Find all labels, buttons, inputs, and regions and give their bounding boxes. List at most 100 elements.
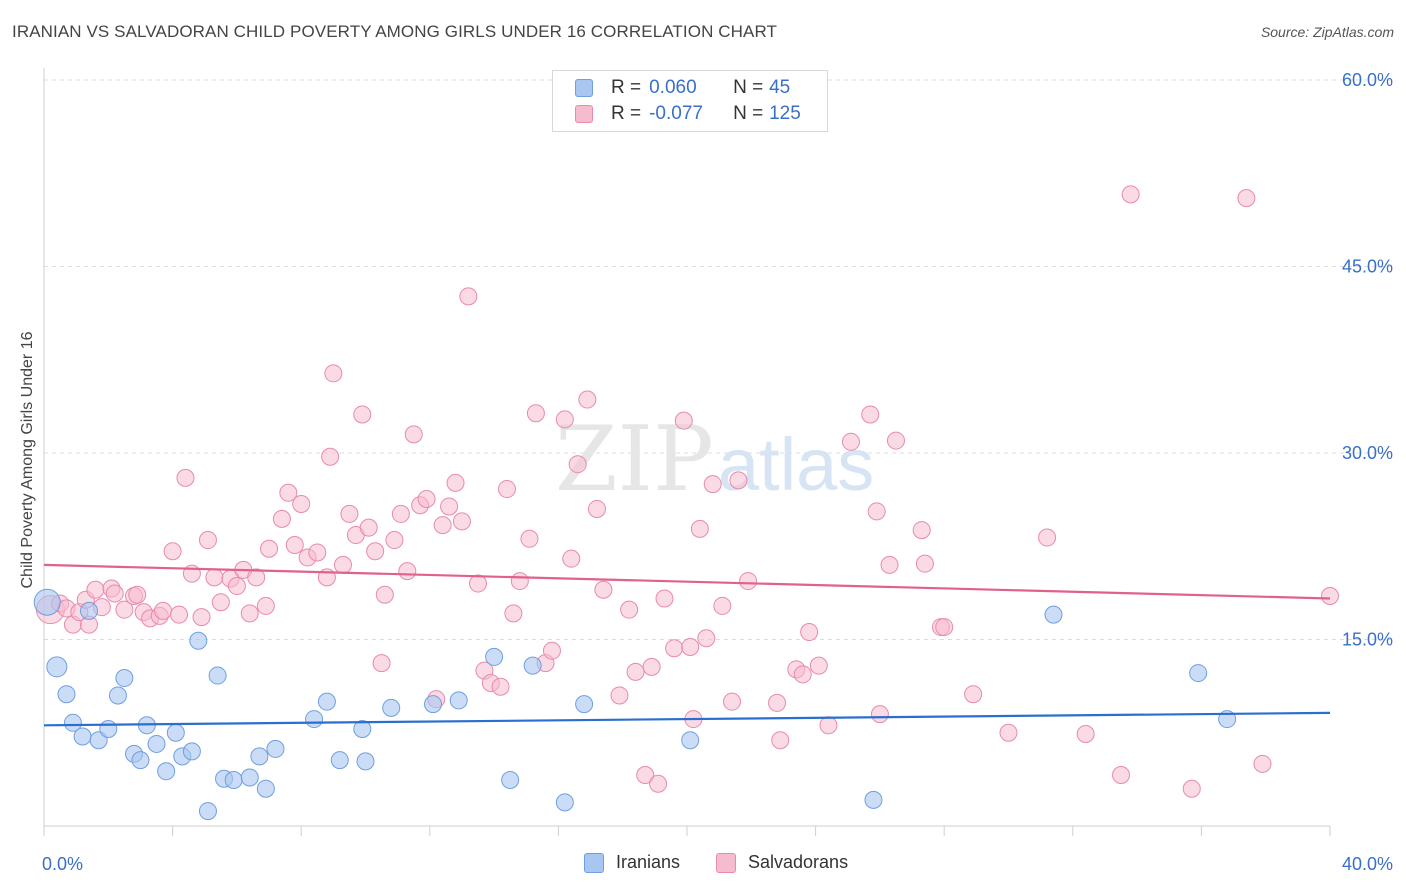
- salvadoran-point: [649, 774, 668, 793]
- trend-lines: [43, 563, 1331, 727]
- salvadoran-point: [417, 490, 436, 509]
- salvadoran-point: [578, 390, 597, 409]
- salvadoran-point: [375, 585, 394, 604]
- axes: [43, 68, 1331, 836]
- iranians-points: [33, 588, 1237, 821]
- iranian-point: [63, 713, 82, 732]
- salvadoran-point: [674, 411, 693, 430]
- salvadoran-point: [192, 608, 211, 627]
- iranian-point: [424, 695, 443, 714]
- salvadoran-point: [999, 723, 1018, 742]
- iranians-swatch: [575, 79, 593, 97]
- salvadoran-point: [504, 604, 523, 623]
- salvadoran-point: [272, 509, 291, 528]
- salvadoran-point: [562, 549, 581, 568]
- salvadoran-point: [819, 716, 838, 735]
- salvadoran-point: [912, 521, 931, 540]
- salvadoran-point: [359, 518, 378, 537]
- salvadoran-point: [886, 431, 905, 450]
- salvadoran-point: [636, 766, 655, 785]
- salvadoran-point: [526, 404, 545, 423]
- salvadoran-point: [170, 605, 189, 624]
- y-tick-label: 45.0%: [1342, 257, 1393, 277]
- salvadorans-swatch: [575, 105, 593, 123]
- salvadoran-point: [841, 432, 860, 451]
- salvadoran-point: [247, 568, 266, 587]
- iranian-point: [330, 751, 349, 770]
- iranian-point: [189, 631, 208, 650]
- salvadoran-point: [723, 692, 742, 711]
- salvadoran-point: [620, 600, 639, 619]
- iranian-point: [353, 720, 372, 739]
- salvadoran-point: [739, 572, 758, 591]
- salvadoran-point: [279, 483, 298, 502]
- legend-n-value: 125: [769, 103, 801, 124]
- iranian-point: [266, 739, 285, 758]
- salvadoran-point: [642, 657, 661, 676]
- iranian-point: [80, 601, 99, 620]
- salvadoran-point: [555, 410, 574, 429]
- iranian-point: [555, 793, 574, 812]
- salvadoran-point: [227, 577, 246, 596]
- y-tick-label: 60.0%: [1342, 70, 1393, 90]
- salvadoran-point: [205, 568, 224, 587]
- salvadoran-point: [610, 686, 629, 705]
- salvadoran-point: [690, 519, 709, 538]
- salvadoran-point: [469, 574, 488, 593]
- iranian-point: [198, 802, 217, 821]
- salvadoran-point: [1182, 779, 1201, 798]
- salvadoran-point: [324, 364, 343, 383]
- iranian-point: [46, 656, 68, 678]
- iranians-legend-swatch: [584, 852, 604, 873]
- chart-title: IRANIAN VS SALVADORAN CHILD POVERTY AMON…: [12, 22, 778, 41]
- legend-row-salvadorans: R = -0.077 N = 125: [575, 102, 801, 126]
- salvadoran-point: [211, 593, 230, 612]
- salvadoran-point: [1112, 766, 1131, 785]
- watermark: ZIP atlas: [555, 407, 874, 512]
- legend-n-value: 45: [769, 77, 791, 98]
- salvadoran-point: [459, 287, 478, 306]
- iranians-trend-line: [43, 711, 1331, 727]
- iranian-point: [1189, 664, 1208, 683]
- salvadoran-point: [809, 656, 828, 675]
- legend-n-label: N =: [733, 103, 764, 124]
- salvadoran-point: [115, 600, 134, 619]
- salvadoran-point: [510, 572, 529, 591]
- salvadoran-point: [497, 480, 516, 499]
- legend-r-value: -0.077: [649, 103, 703, 124]
- iranian-point: [224, 770, 243, 789]
- salvadoran-point: [1038, 528, 1057, 547]
- salvadoran-point: [308, 543, 327, 562]
- salvadoran-point: [372, 654, 391, 673]
- iranian-point: [317, 692, 336, 711]
- legend-r-label: R =: [611, 77, 642, 98]
- salvadoran-point: [446, 473, 465, 492]
- salvadoran-point: [861, 405, 880, 424]
- salvadoran-point: [285, 536, 304, 555]
- iranian-point: [575, 695, 594, 714]
- legend-r-label: R =: [611, 103, 642, 124]
- iranian-point: [501, 770, 520, 789]
- salvadoran-point: [870, 705, 889, 724]
- salvadoran-point: [713, 596, 732, 615]
- salvadoran-point: [391, 504, 410, 523]
- salvadoran-point: [655, 589, 674, 608]
- x-tick-label-min: 0.0%: [42, 854, 83, 874]
- iranian-point: [157, 762, 176, 781]
- salvadoran-point: [1237, 189, 1256, 208]
- iranian-point: [99, 720, 118, 739]
- iranian-point: [256, 779, 275, 798]
- salvadoran-point: [915, 554, 934, 573]
- salvadoran-point: [176, 468, 195, 487]
- source-label: Source: ZipAtlas.com: [1260, 24, 1394, 40]
- salvadoran-point: [1121, 185, 1140, 204]
- iranian-point: [485, 647, 504, 666]
- iranian-point: [449, 691, 468, 710]
- salvadorans-trend-line: [43, 563, 1331, 600]
- salvadoran-point: [398, 562, 417, 581]
- salvadoran-point: [353, 405, 372, 424]
- salvadoran-point: [542, 641, 561, 660]
- salvadoran-point: [321, 447, 340, 466]
- y-axis-title: Child Poverty Among Girls Under 16: [19, 331, 36, 589]
